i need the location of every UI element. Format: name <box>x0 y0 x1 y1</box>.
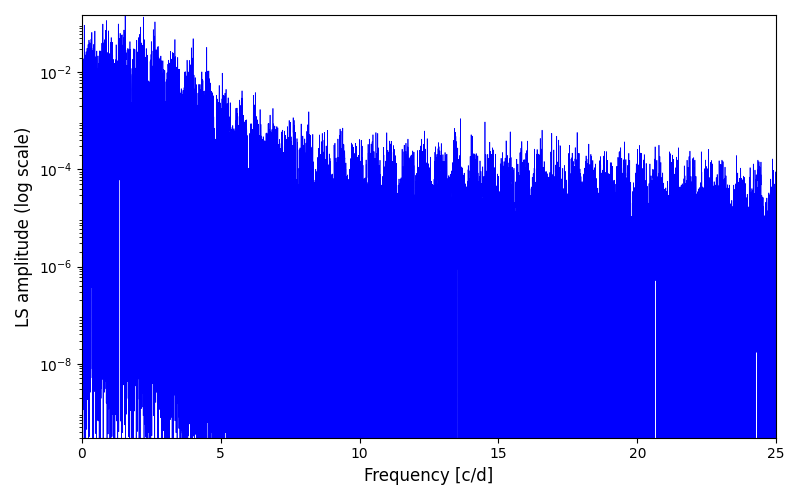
Y-axis label: LS amplitude (log scale): LS amplitude (log scale) <box>15 126 33 326</box>
X-axis label: Frequency [c/d]: Frequency [c/d] <box>364 467 494 485</box>
